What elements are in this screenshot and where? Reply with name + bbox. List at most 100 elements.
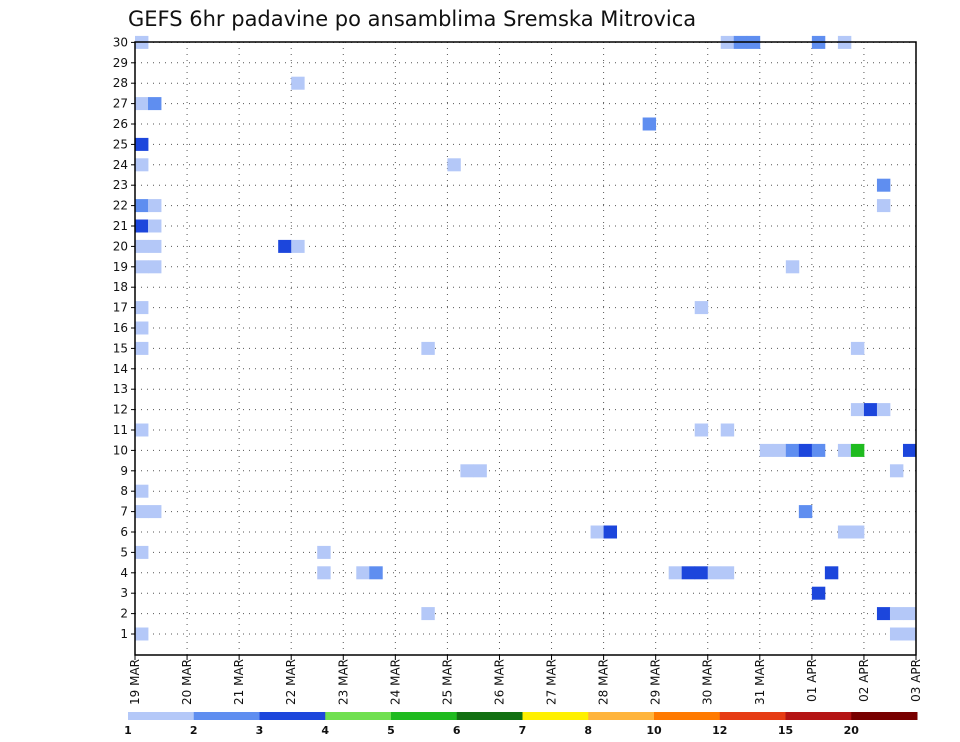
heatmap-cell	[850, 525, 865, 539]
x-tick-label: 20 MAR	[180, 659, 194, 705]
heatmap-cell	[135, 627, 149, 641]
legend-swatch	[259, 712, 326, 720]
legend-label: 8	[584, 724, 592, 737]
heatmap-cell	[811, 443, 826, 457]
heatmap-cell	[317, 566, 331, 580]
y-tick-label: 7	[120, 505, 128, 519]
heatmap-cell	[876, 178, 891, 192]
color-legend: 1 2 3 4 5 6 7 8 10 12 15 20	[124, 712, 918, 737]
x-tick-label: 30 MAR	[701, 659, 715, 705]
legend-label: 10	[646, 724, 662, 737]
y-tick-label: 13	[113, 382, 128, 396]
heatmap-cell	[889, 627, 904, 641]
heatmap-cell	[135, 321, 149, 335]
heatmap-cell	[642, 117, 657, 131]
x-tick-label: 24 MAR	[388, 659, 402, 705]
y-tick-label: 18	[113, 280, 128, 294]
heatmap-cell	[603, 525, 618, 539]
legend-label: 15	[778, 724, 793, 737]
heatmap-cell	[850, 403, 865, 417]
x-tick-label: 27 MAR	[545, 659, 559, 705]
legend-swatch	[325, 712, 392, 720]
heatmap-cell	[447, 158, 461, 172]
heatmap-cell	[148, 199, 162, 213]
heatmap-cell	[317, 545, 331, 559]
heatmap-cell	[135, 219, 149, 233]
legend-swatch	[128, 712, 195, 720]
legend-label: 20	[844, 724, 860, 737]
y-tick-label: 2	[120, 607, 128, 621]
heatmap-cell	[369, 566, 383, 580]
heatmap-cell	[759, 443, 774, 457]
heatmap-cell	[863, 403, 878, 417]
heatmap-cells	[135, 35, 917, 641]
heatmap-cell	[421, 607, 435, 621]
legend-swatch	[785, 712, 852, 720]
y-tick-label: 10	[113, 443, 128, 457]
heatmap-cell	[460, 464, 474, 478]
heatmap-cell	[707, 566, 722, 580]
heatmap-cell	[876, 403, 891, 417]
heatmap-cell	[291, 76, 305, 90]
y-tick-label: 16	[113, 321, 128, 335]
heatmap-cell	[720, 423, 735, 437]
heatmap-cell	[824, 566, 839, 580]
y-tick-label: 24	[113, 158, 128, 172]
legend-swatch	[456, 712, 523, 720]
y-tick-label: 27	[113, 97, 128, 111]
heatmap-cell	[850, 341, 865, 355]
heatmap-cell	[837, 525, 852, 539]
heatmap-cell	[590, 525, 604, 539]
heatmap-cell	[811, 586, 826, 600]
y-tick-label: 8	[120, 484, 128, 498]
heatmap-cell	[681, 566, 696, 580]
y-tick-label: 3	[120, 586, 128, 600]
heatmap-cell	[356, 566, 370, 580]
heatmap-cell	[135, 545, 149, 559]
heatmap-cell	[694, 566, 709, 580]
y-tick-label: 25	[113, 137, 128, 151]
heatmap-cell	[135, 505, 149, 519]
heatmap-cell	[798, 505, 813, 519]
heatmap-cell	[837, 443, 852, 457]
y-tick-label: 29	[113, 56, 128, 70]
y-tick-label: 12	[113, 403, 128, 417]
heatmap-cell	[278, 239, 292, 253]
heatmap-cell	[291, 239, 305, 253]
x-tick-label: 02 APR	[857, 659, 871, 702]
heatmap-cell	[421, 341, 435, 355]
x-tick-label: 01 APR	[805, 659, 819, 702]
heatmap-cell	[148, 505, 162, 519]
legend-label: 7	[519, 724, 527, 737]
y-tick-label: 26	[113, 117, 128, 131]
legend-swatch	[391, 712, 458, 720]
legend-swatch	[719, 712, 786, 720]
heatmap-cell	[798, 443, 813, 457]
x-tick-label: 28 MAR	[597, 659, 611, 705]
x-tick-label: 19 MAR	[128, 659, 142, 705]
heatmap-cell	[902, 607, 917, 621]
heatmap-cell	[889, 464, 904, 478]
heatmap-cell	[148, 219, 162, 233]
y-tick-label: 20	[113, 239, 128, 253]
x-tick-label: 31 MAR	[753, 659, 767, 705]
heatmap-cell	[135, 301, 149, 315]
legend-swatch	[851, 712, 918, 720]
x-tick-label: 23 MAR	[336, 659, 350, 705]
x-axis-ticks: 19 MAR 20 MAR 21 MAR 22 MAR 23 MAR 24 MAR 25 M…	[128, 655, 923, 705]
heatmap-cell	[720, 566, 735, 580]
y-tick-label: 28	[113, 76, 128, 90]
heatmap-cell	[694, 301, 709, 315]
y-tick-label: 9	[120, 464, 128, 478]
y-axis-ticks: 1234567891011121314151617181920212223242…	[113, 35, 135, 641]
heatmap-cell	[889, 607, 904, 621]
y-tick-label: 19	[113, 260, 128, 274]
y-tick-label: 11	[113, 423, 128, 437]
y-tick-label: 5	[120, 545, 128, 559]
heatmap-cell	[135, 137, 149, 151]
x-tick-label: 22 MAR	[284, 659, 298, 705]
heatmap-cell	[135, 484, 149, 498]
grid-lines	[135, 41, 916, 655]
heatmap-cell	[772, 443, 787, 457]
